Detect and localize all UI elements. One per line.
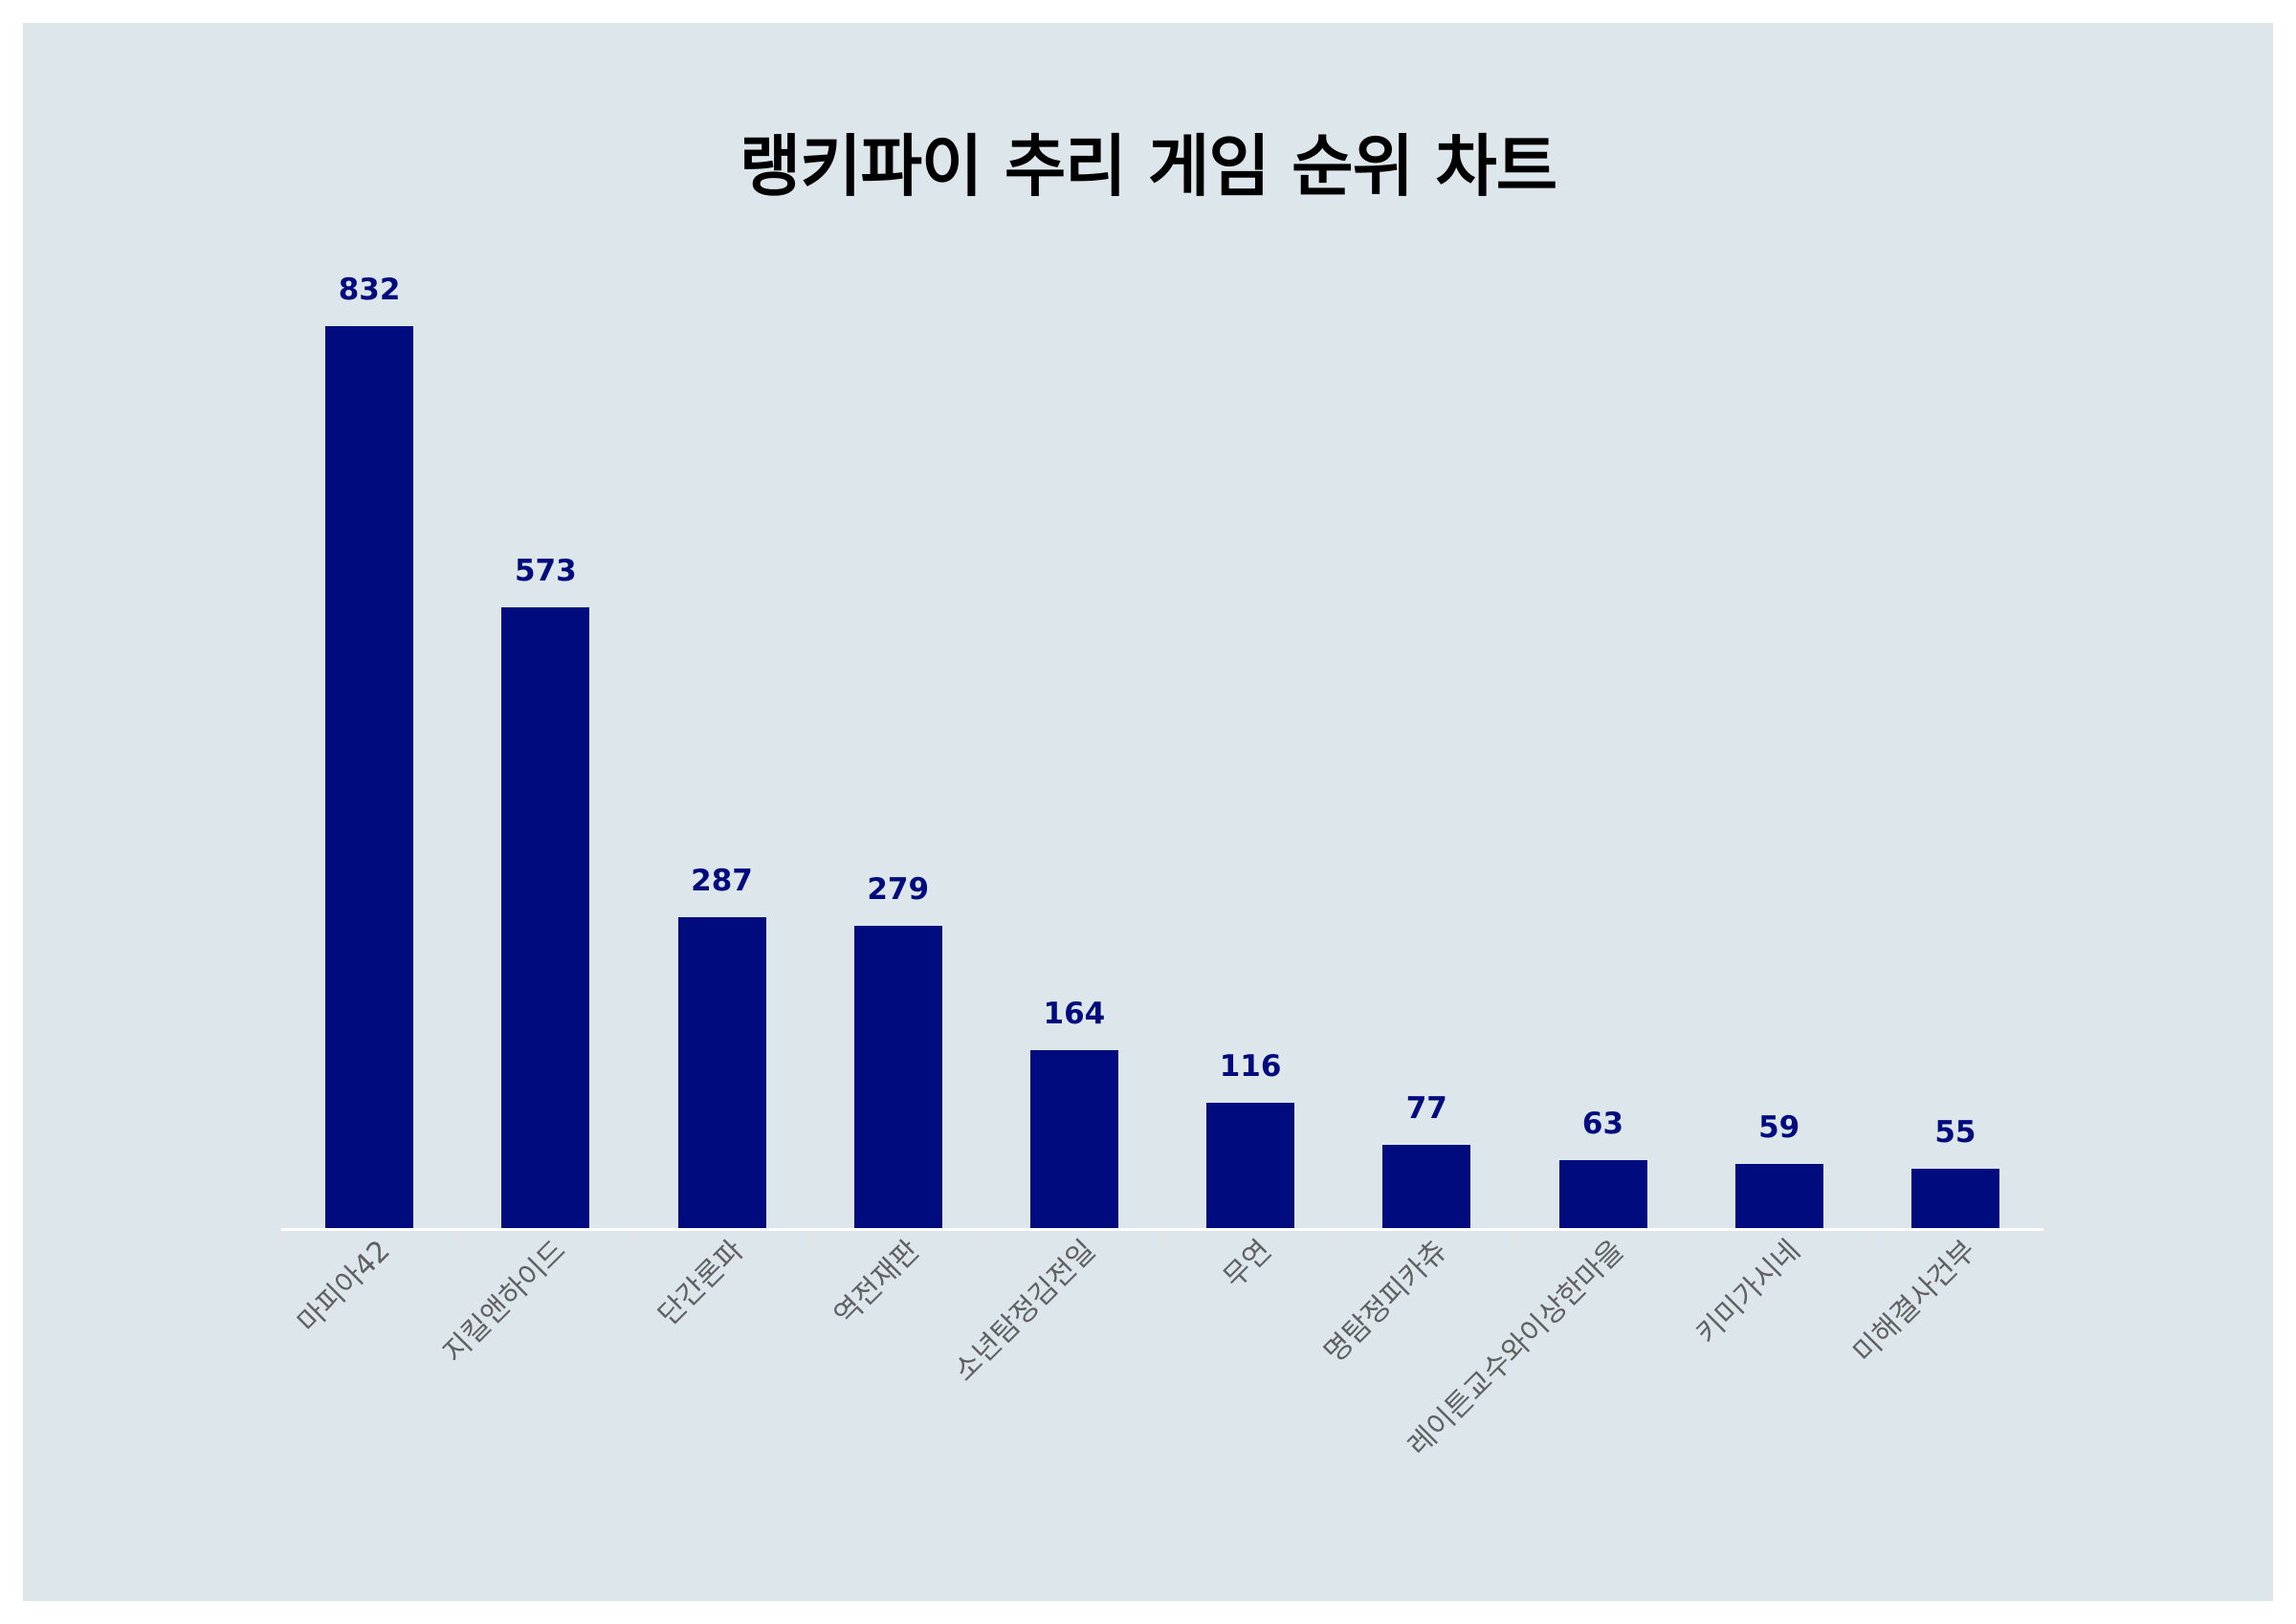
bar[interactable] — [1910, 1168, 1999, 1228]
x-axis-label: 미해결사건부 — [1846, 1234, 1983, 1370]
bar[interactable] — [501, 606, 590, 1228]
bar[interactable] — [1206, 1102, 1295, 1228]
x-axis-label: 마피아42 — [291, 1234, 397, 1340]
bar-value-label: 279 — [867, 871, 930, 907]
x-axis-tick — [632, 1232, 635, 1245]
x-axis-tick — [1689, 1232, 1692, 1245]
chart-title: 랭키파이 추리 게임 순위 차트 — [739, 127, 1557, 206]
x-axis-label: 역전재판 — [828, 1234, 926, 1332]
bar-value-label: 63 — [1581, 1106, 1624, 1141]
bar[interactable] — [853, 925, 942, 1228]
bar-value-label: 832 — [338, 273, 401, 307]
x-axis-label: 소년탐정김전일 — [947, 1234, 1102, 1389]
x-axis-tick — [1161, 1232, 1163, 1245]
x-axis-label: 단간론파 — [651, 1234, 750, 1332]
bar-value-label: 164 — [1043, 997, 1106, 1032]
bar-value-label: 573 — [514, 553, 577, 588]
x-axis-label: 무연 — [1217, 1234, 1279, 1295]
x-axis-tick — [808, 1232, 811, 1245]
x-axis-tick — [456, 1232, 459, 1245]
bar-value-label: 116 — [1219, 1048, 1282, 1084]
x-axis-tick — [1866, 1232, 1868, 1245]
x-axis-label: 지킬앤하이드 — [436, 1234, 573, 1370]
x-axis-line — [281, 1228, 2043, 1231]
x-axis-tick — [280, 1232, 282, 1245]
bar[interactable] — [1558, 1159, 1647, 1228]
bar[interactable] — [1734, 1164, 1823, 1228]
bar-value-label: 77 — [1405, 1090, 1447, 1126]
x-axis-tick — [1337, 1232, 1340, 1245]
bar[interactable] — [325, 326, 414, 1228]
bar[interactable] — [1029, 1050, 1118, 1228]
x-axis-label: 키미가시네 — [1689, 1234, 1807, 1351]
bar-value-label: 287 — [691, 863, 753, 898]
bar[interactable] — [1382, 1144, 1471, 1228]
bar-value-label: 59 — [1758, 1110, 1800, 1146]
bar[interactable] — [677, 916, 766, 1228]
bar-value-label: 55 — [1934, 1114, 1976, 1150]
x-axis-tick — [2042, 1232, 2044, 1245]
x-axis-tick — [1513, 1232, 1516, 1245]
x-axis-tick — [984, 1232, 987, 1245]
x-axis-label: 명탐정피카츄 — [1317, 1234, 1454, 1370]
